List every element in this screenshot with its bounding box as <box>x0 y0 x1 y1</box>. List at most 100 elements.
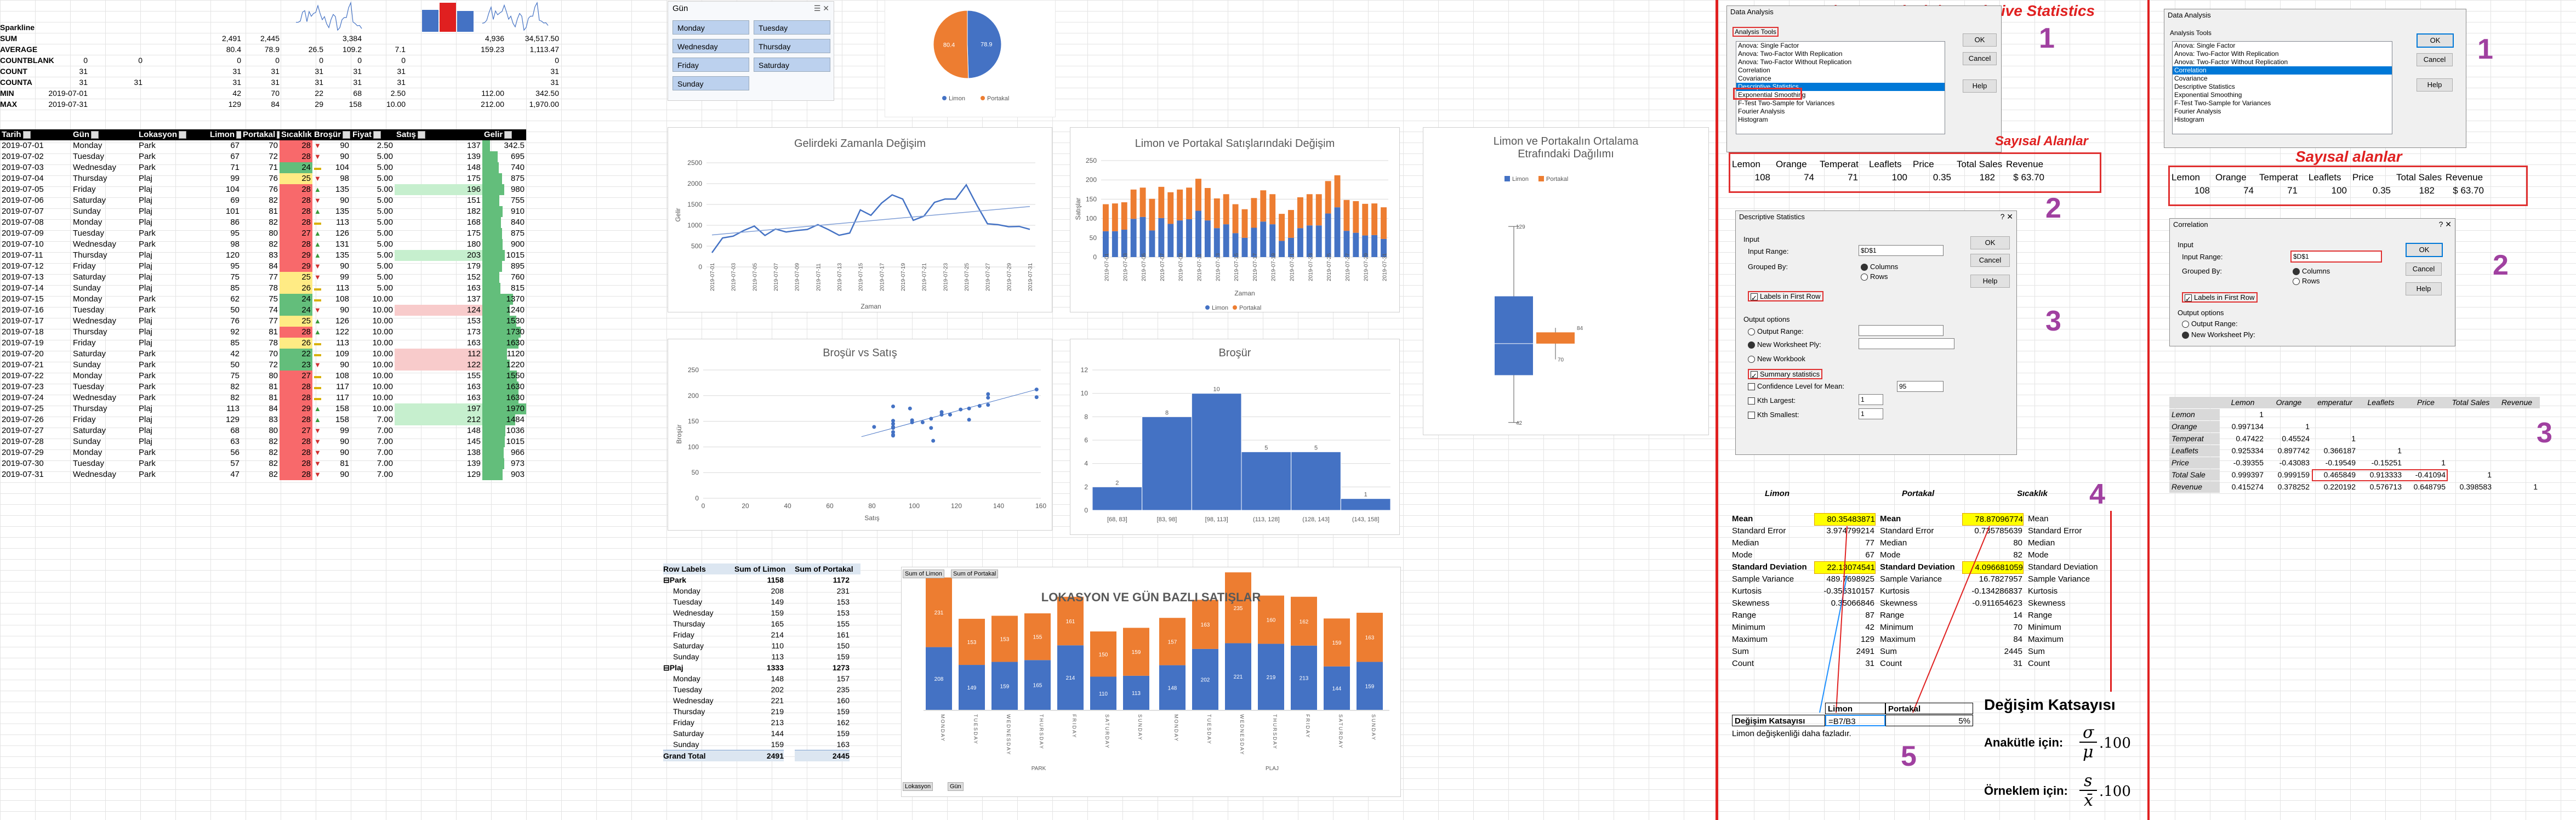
pivot-row-label[interactable]: Thursday <box>673 618 734 629</box>
slicer-item-friday[interactable]: Friday <box>673 58 749 72</box>
pivot-row-label[interactable]: Saturday <box>673 728 734 739</box>
filter-dropdown-icon[interactable] <box>236 131 241 139</box>
output-range-radio[interactable]: Output Range: <box>1748 327 1804 335</box>
labels-first-row-checkbox[interactable]: ✓ Labels in First Row <box>2182 292 2258 303</box>
analysis-tool-item[interactable]: Descriptive Statistics <box>2173 83 2392 91</box>
help-button[interactable]: Help <box>1963 79 1997 93</box>
analysis-tool-item[interactable]: Fourier Analysis <box>2173 107 2392 116</box>
analysis-tool-item[interactable]: F-Test Two-Sample for Variances <box>2173 99 2392 107</box>
analysis-tool-item[interactable]: Covariance <box>2173 75 2392 83</box>
ok-button[interactable]: OK <box>1963 33 1997 47</box>
confidence-field[interactable]: 95 <box>1897 381 1944 392</box>
correlation-dialog[interactable]: Correlation ? ✕ Input Input Range: $D$1 … <box>2169 218 2455 346</box>
column-header[interactable]: Tarih <box>0 129 71 140</box>
analysis-tool-item[interactable]: Anova: Two-Factor With Replication <box>2173 50 2392 58</box>
new-worksheet-radio[interactable]: New Worksheet Ply: <box>2182 331 2255 339</box>
kth-smallest-checkbox[interactable]: Kth Smallest: <box>1748 411 1799 419</box>
analysis-tool-item[interactable]: Exponential Smoothing <box>2173 91 2392 99</box>
input-range-field[interactable]: $D$1 <box>2290 250 2382 263</box>
pivot-row-label[interactable]: Tuesday <box>673 596 734 607</box>
analysis-tool-item[interactable]: F-Test Two-Sample for Variances <box>1736 99 1945 107</box>
pivot-row-label[interactable]: Thursday <box>673 706 734 717</box>
column-header[interactable]: Sıcaklık <box>280 129 312 140</box>
pivot-header[interactable]: Sum of Limon <box>734 563 795 574</box>
analysis-tool-item[interactable]: Histogram <box>2173 116 2392 124</box>
filter-dropdown-icon[interactable] <box>179 131 186 139</box>
analysis-tools-list[interactable]: Anova: Single Factor Anova: Two-Factor Wi… <box>2172 41 2392 134</box>
cv-formula-cell[interactable]: =B7/B3 <box>1825 715 1885 726</box>
kth-smallest-field[interactable]: 1 <box>1859 408 1883 419</box>
cancel-button[interactable]: Cancel <box>2406 263 2442 276</box>
cancel-button[interactable]: Cancel <box>2417 53 2453 66</box>
pivot-row-label[interactable]: Tuesday <box>673 684 734 695</box>
rows-radio[interactable]: Rows <box>1861 272 1888 281</box>
analysis-tool-item[interactable]: Anova: Two-Factor With Replication <box>1736 50 1945 58</box>
pivot-row-label[interactable]: Sunday <box>673 739 734 750</box>
help-button[interactable]: Help <box>2406 282 2442 295</box>
column-header[interactable]: Lokasyon <box>137 129 208 140</box>
filter-dropdown-icon[interactable] <box>373 131 381 139</box>
confidence-checkbox[interactable]: Confidence Level for Mean: <box>1748 382 1844 390</box>
pivot-row-label[interactable]: Monday <box>673 673 734 684</box>
column-header[interactable]: Gün <box>71 129 137 140</box>
field-button-portakal[interactable]: Sum of Portakal <box>951 570 998 578</box>
cancel-button[interactable]: Cancel <box>1970 254 2010 267</box>
ok-button[interactable]: OK <box>2406 243 2443 257</box>
columns-radio[interactable]: Columns <box>1861 263 1898 271</box>
pivot-row-label[interactable]: ⊟Park <box>663 574 734 585</box>
slicer-item-thursday[interactable]: Thursday <box>754 39 830 53</box>
new-worksheet-radio[interactable]: New Worksheet Ply: <box>1748 340 1821 349</box>
slicer-item-monday[interactable]: Monday <box>673 20 749 35</box>
output-range-field[interactable] <box>1859 325 1944 336</box>
analysis-tool-item[interactable]: Anova: Two-Factor Without Replication <box>2173 58 2392 66</box>
pivot-row-label[interactable]: Wednesday <box>673 607 734 618</box>
column-header[interactable]: Satış <box>395 129 482 140</box>
pivot-row-label[interactable]: Saturday <box>673 640 734 651</box>
close-icon[interactable]: ? ✕ <box>2439 220 2452 229</box>
axis-button-gun[interactable]: Gün <box>948 782 964 791</box>
field-button-limon[interactable]: Sum of Limon <box>903 570 944 578</box>
pivot-row-label[interactable]: Friday <box>673 717 734 728</box>
pivot-header[interactable]: Row Labels <box>663 563 734 574</box>
kth-largest-checkbox[interactable]: Kth Largest: <box>1748 396 1796 405</box>
rows-radio[interactable]: Rows <box>2293 277 2320 285</box>
filter-dropdown-icon[interactable] <box>504 131 512 139</box>
column-header[interactable]: Gelir <box>482 129 526 140</box>
analysis-tool-item[interactable]: Covariance <box>1736 75 1945 83</box>
day-slicer[interactable]: Gün ☰ ✕ Monday Tuesday Wednesday Thursday Fr… <box>668 1 834 101</box>
analysis-tool-item[interactable]: Fourier Analysis <box>1736 107 1945 116</box>
summary-statistics-checkbox[interactable]: ✓ Summary statistics <box>1748 369 1822 379</box>
column-header[interactable]: Portakal <box>241 129 280 140</box>
help-button[interactable]: Help <box>2417 78 2453 92</box>
filter-dropdown-icon[interactable] <box>91 131 99 139</box>
output-range-radio[interactable]: Output Range: <box>2182 320 2238 328</box>
slicer-item-sunday[interactable]: Sunday <box>673 76 749 90</box>
pivot-row-label[interactable]: Monday <box>673 585 734 596</box>
pivot-row-label[interactable]: Friday <box>673 629 734 640</box>
filter-clear-icon[interactable]: ☰ ✕ <box>814 4 829 13</box>
analysis-tool-item[interactable]: Anova: Single Factor <box>2173 42 2392 50</box>
column-header[interactable]: Broşür <box>312 129 351 140</box>
descriptive-statistics-dialog[interactable]: Descriptive Statistics ? ✕ Input Input R… <box>1735 210 2017 455</box>
analysis-tool-item[interactable]: Correlation <box>1736 66 1945 75</box>
labels-first-row-checkbox[interactable]: ✓ Labels in First Row <box>1748 291 1823 301</box>
pivot-row-label[interactable]: Grand Total <box>663 750 734 761</box>
slicer-item-tuesday[interactable]: Tuesday <box>754 20 830 35</box>
cancel-button[interactable]: Cancel <box>1963 52 1997 65</box>
data-analysis-dialog-2[interactable]: Data Analysis Analysis Tools Anova: Sing… <box>2164 9 2466 148</box>
kth-largest-field[interactable]: 1 <box>1859 394 1883 405</box>
data-analysis-dialog[interactable]: Data Analysis Analysis Tools Anova: Sing… <box>1726 5 2002 152</box>
ok-button[interactable]: OK <box>2417 33 2454 48</box>
input-range-field[interactable]: $D$1 <box>1859 245 1944 256</box>
analysis-tool-item[interactable]: Correlation <box>2173 66 2392 75</box>
analysis-tool-item[interactable]: Anova: Single Factor <box>1736 42 1945 50</box>
slicer-item-saturday[interactable]: Saturday <box>754 58 830 72</box>
close-icon[interactable]: ? ✕ <box>2001 212 2013 221</box>
new-worksheet-field[interactable] <box>1859 338 1954 349</box>
pivot-row-label[interactable]: ⊟Plaj <box>663 662 734 673</box>
axis-button-lokasyon[interactable]: Lokasyon <box>903 782 933 791</box>
column-header[interactable]: Limon <box>208 129 241 140</box>
filter-dropdown-icon[interactable] <box>343 131 350 139</box>
analysis-tool-item[interactable]: Histogram <box>1736 116 1945 124</box>
pivot-header[interactable]: Sum of Portakal <box>795 563 860 574</box>
